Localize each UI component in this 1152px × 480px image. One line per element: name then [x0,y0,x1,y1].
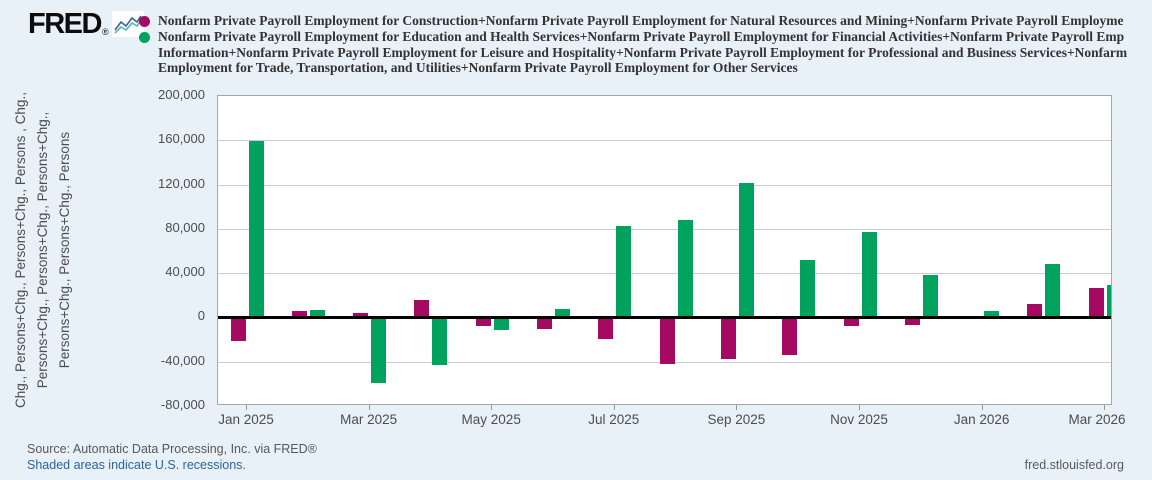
bar-series2-apr-2025[interactable] [432,317,447,365]
gridline [218,185,1111,186]
x-tick-label: Mar 2025 [340,412,398,427]
site-url: fred.stlouisfed.org [1024,458,1124,472]
y-tick-label: 200,000 [158,87,205,102]
legend-bullet-magenta [139,16,150,27]
bar-series1-may-2025[interactable] [476,317,491,326]
gridline [218,229,1111,230]
bar-series1-aug-2025[interactable] [660,317,675,364]
bar-series1-apr-2025[interactable] [414,300,429,318]
bar-series2-jan-2025[interactable] [249,141,264,317]
fred-logo-text: FRED [28,8,102,40]
legend-bullet-green [139,31,150,43]
gridline [218,273,1111,274]
zero-line [218,316,1111,319]
x-tick-label: Jul 2025 [588,412,640,427]
y-tick-label: -40,000 [160,353,205,368]
bar-series2-mar-2025[interactable] [371,317,386,383]
bar-series2-aug-2025[interactable] [678,220,693,317]
gridline [218,140,1111,141]
x-tick-mark [246,405,247,410]
legend-label-line: Employment for Trade, Transportation, an… [158,60,798,76]
legend-label-line: Nonfarm Private Payroll Employment for E… [158,28,1125,44]
bar-series2-jul-2025[interactable] [616,226,631,318]
bar-series2-oct-2025[interactable] [800,260,815,318]
bar-series1-nov-2025[interactable] [844,317,859,326]
bar-series2-feb-2025[interactable] [310,310,325,318]
legend-item-service-providing[interactable]: Nonfarm Private Payroll Employment for E… [139,29,1127,76]
bar-series2-mar-2026[interactable] [1107,285,1111,317]
x-tick-label: Jan 2026 [953,412,1010,427]
x-tick-label: Sep 2025 [707,412,766,427]
bar-series1-jul-2025[interactable] [598,317,613,339]
bar-series2-dec-2025[interactable] [923,275,938,317]
x-tick-mark [491,405,492,410]
bar-series1-dec-2025[interactable] [905,317,920,325]
x-tick-label: Jan 2025 [218,412,274,427]
y-axis-units-line: Persons+Chg., Persons+Chg., Persons [57,131,72,369]
bar-series2-nov-2025[interactable] [862,232,877,317]
x-tick-mark [859,405,860,410]
bar-series2-jan-2026[interactable] [984,311,999,318]
source-note: Source: Automatic Data Processing, Inc. … [27,442,317,456]
bar-series1-jan-2025[interactable] [231,317,246,341]
bar-series2-jun-2025[interactable] [555,309,570,318]
y-tick-label: 120,000 [158,176,205,191]
bar-series2-feb-2026[interactable] [1045,264,1060,317]
x-tick-label: Nov 2025 [830,412,888,427]
x-tick-label: Mar 2026 [1068,412,1126,427]
fred-logo[interactable]: FRED ® [28,9,144,39]
y-axis-units-label: Chg., Persons+Chg., Persons+Chg., Person… [10,85,76,415]
y-axis-units-line: Chg., Persons+Chg., Persons+Chg., Person… [13,92,28,408]
y-tick-label: 160,000 [158,131,205,146]
legend-label-line: Nonfarm Private Payroll Employment for C… [158,13,1124,28]
x-tick-label: May 2025 [461,412,521,427]
x-tick-mark [1104,405,1105,410]
bar-series1-oct-2025[interactable] [782,317,797,355]
y-tick-label: -80,000 [160,397,205,412]
bar-series1-jun-2025[interactable] [537,317,552,329]
x-tick-mark [736,405,737,410]
x-tick-mark [982,405,983,410]
registered-trademark: ® [101,27,109,37]
bar-series1-mar-2026[interactable] [1089,288,1104,318]
y-axis-units-line: Persons+Chg., Persons+Chg., Persons+Chg.… [35,111,50,389]
x-tick-mark [369,405,370,410]
x-tick-mark [614,405,615,410]
y-tick-label: 40,000 [165,264,205,279]
plot-area[interactable] [217,95,1112,405]
y-tick-label: 80,000 [165,220,205,235]
bar-series1-mar-2025[interactable] [353,313,368,317]
bar-series1-sep-2025[interactable] [721,317,736,359]
legend: Nonfarm Private Payroll Employment for C… [139,13,1127,76]
bar-series1-feb-2025[interactable] [292,311,307,318]
bar-series1-feb-2026[interactable] [1027,304,1042,317]
bar-series2-may-2025[interactable] [494,317,509,330]
recessions-link[interactable]: Shaded areas indicate U.S. recessions. [27,458,246,472]
bar-series2-sep-2025[interactable] [739,183,754,317]
y-tick-label: 0 [197,308,205,323]
legend-item-goods-producing[interactable]: Nonfarm Private Payroll Employment for C… [139,13,1127,29]
fred-sparkline-icon [111,11,144,37]
legend-label-line: Information+Nonfarm Private Payroll Empl… [158,44,1128,60]
